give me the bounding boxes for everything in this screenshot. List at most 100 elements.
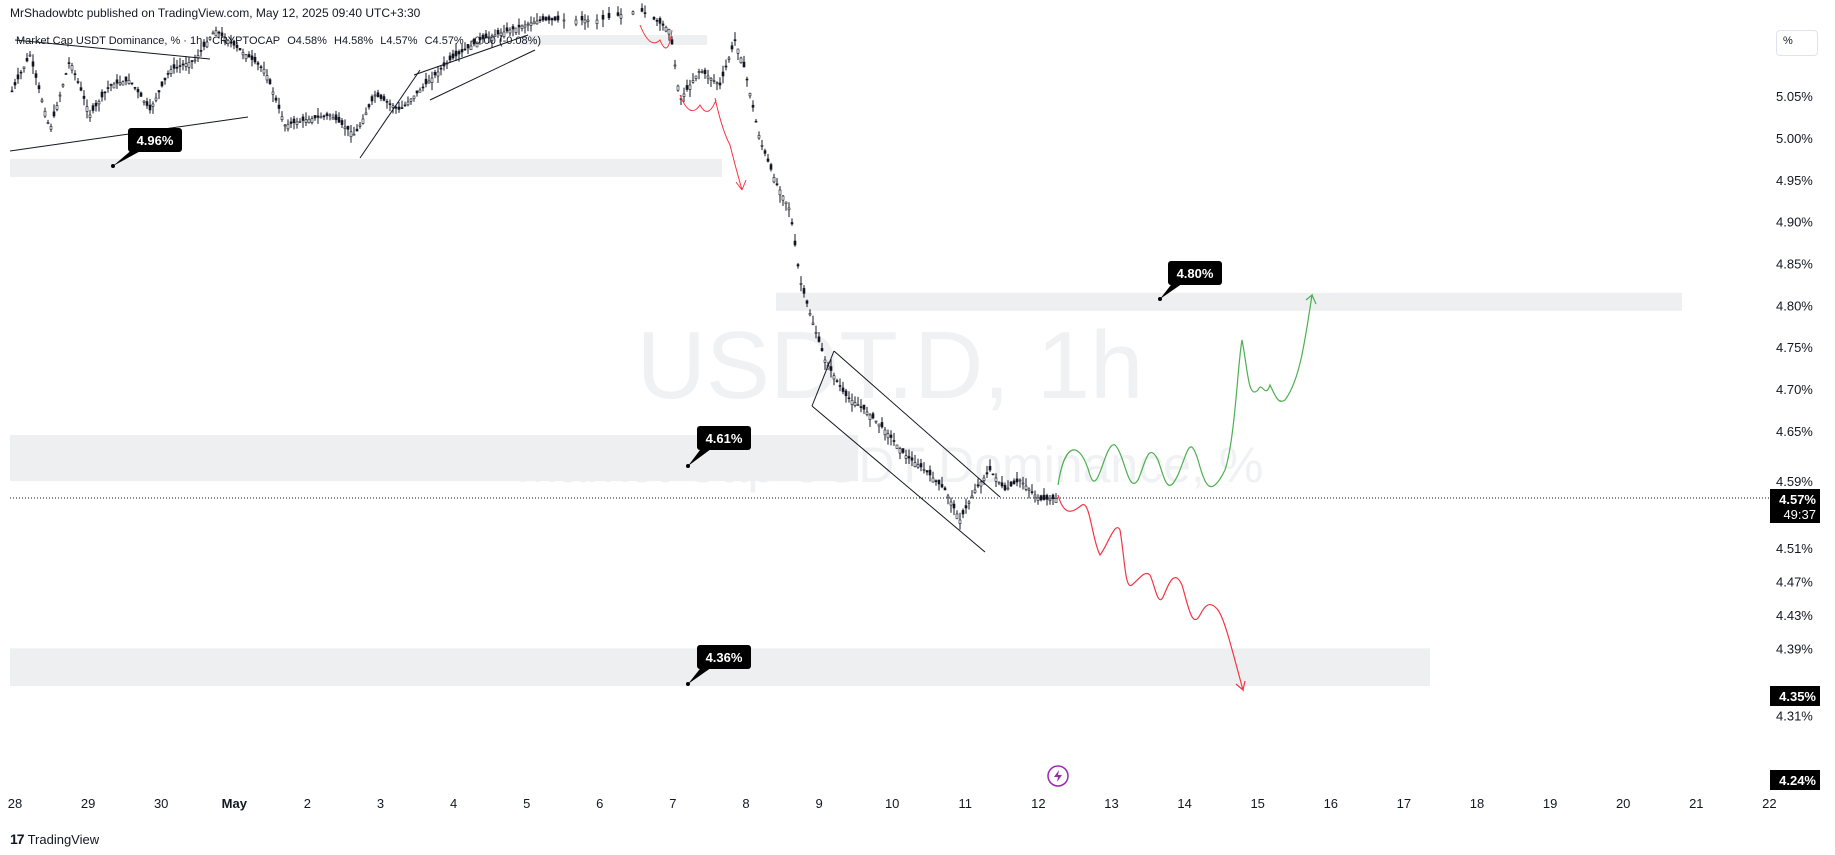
candle xyxy=(931,471,935,483)
trend-drawings xyxy=(9,24,1001,553)
x-tick-label: 6 xyxy=(596,796,603,811)
candle xyxy=(490,33,494,48)
symbol-legend[interactable]: Market Cap USDT Dominance, % · 1h · CRYP… xyxy=(16,35,542,47)
candle xyxy=(379,93,383,102)
candle xyxy=(79,81,83,92)
candle xyxy=(724,59,728,71)
candle xyxy=(715,81,719,91)
price-axis-tag: 4.57%49:37 xyxy=(1770,489,1820,523)
candle xyxy=(418,87,422,93)
legend-high: H4.58% xyxy=(334,35,374,47)
candle xyxy=(19,69,23,80)
candle xyxy=(190,59,194,69)
candle xyxy=(1042,488,1046,501)
candle xyxy=(91,103,95,114)
time-axis[interactable]: 28 29 30 May 2 3 4 5 6 7 8 9 10 11 12 13 14 15 16 17 18 19 20 2… xyxy=(8,796,1777,811)
candle xyxy=(1027,487,1031,499)
support-zone xyxy=(776,292,1682,311)
candle xyxy=(667,28,671,41)
candle xyxy=(460,43,464,58)
candle xyxy=(64,72,68,75)
y-tick-label: 4.51% xyxy=(1776,541,1813,556)
candle xyxy=(580,11,584,26)
candle xyxy=(550,17,554,26)
candle xyxy=(538,16,542,24)
candle xyxy=(145,97,149,109)
candle xyxy=(193,54,197,64)
candle xyxy=(70,62,74,74)
candle xyxy=(673,59,677,70)
candle xyxy=(139,91,143,97)
candle xyxy=(415,90,419,97)
legend-change: -0.00 (-0.08%) xyxy=(470,35,542,47)
candle xyxy=(313,115,317,121)
candle xyxy=(202,39,206,51)
candle xyxy=(703,67,707,79)
x-tick-label: 30 xyxy=(154,796,168,811)
candle xyxy=(607,7,611,20)
candle xyxy=(745,76,749,87)
candle xyxy=(514,27,518,36)
candle xyxy=(220,27,224,39)
candle xyxy=(163,77,167,85)
candle xyxy=(322,114,326,121)
percent-scale-button[interactable]: % xyxy=(1776,30,1818,56)
candle xyxy=(508,27,512,37)
candle xyxy=(781,195,785,206)
candle xyxy=(532,17,536,25)
candle xyxy=(1000,476,1004,489)
candle xyxy=(160,81,164,88)
candle xyxy=(1006,480,1010,491)
support-zone xyxy=(520,35,707,45)
candle xyxy=(52,104,56,118)
candle xyxy=(1054,493,1058,504)
footer-brand-text: TradingView xyxy=(27,831,100,847)
x-tick-label: 17 xyxy=(1397,796,1411,811)
candle xyxy=(670,36,674,45)
price-axis[interactable]: 5.05% 5.00% 4.95% 4.90% 4.85% 4.80% 4.75% 4.70%… xyxy=(1776,89,1813,723)
y-tick-label: 4.65% xyxy=(1776,424,1813,439)
candle xyxy=(238,48,242,51)
candle xyxy=(739,56,743,64)
candle xyxy=(640,3,644,13)
x-tick-label: 5 xyxy=(523,796,530,811)
legend-close: C4.57% xyxy=(424,35,464,47)
candle xyxy=(334,110,338,124)
candle xyxy=(958,512,962,530)
x-tick-label: 12 xyxy=(1031,796,1045,811)
bearish-projection xyxy=(1057,494,1246,692)
candle xyxy=(919,458,923,472)
candle xyxy=(325,111,329,120)
candle xyxy=(487,31,491,44)
candle xyxy=(31,54,35,75)
candle xyxy=(505,22,509,34)
price-axis-tag: 4.24% xyxy=(1770,770,1820,790)
candle xyxy=(979,480,983,494)
candle xyxy=(937,479,941,491)
candle xyxy=(259,64,263,72)
candle xyxy=(601,10,605,28)
candle xyxy=(793,234,797,247)
candle xyxy=(766,153,770,163)
candle xyxy=(442,56,446,71)
candle xyxy=(277,97,281,114)
candle xyxy=(10,86,14,93)
candle xyxy=(586,15,590,28)
candle xyxy=(166,70,170,79)
candle xyxy=(631,10,635,16)
footer-brand[interactable]: 17 TradingView xyxy=(10,831,99,847)
price-tag-countdown: 49:37 xyxy=(1783,507,1816,522)
candle xyxy=(658,16,662,31)
candle xyxy=(406,96,410,107)
candle xyxy=(469,40,473,50)
candle xyxy=(133,86,137,91)
candle xyxy=(178,57,182,74)
candle xyxy=(886,429,890,445)
candle xyxy=(1051,493,1055,506)
lightning-icon[interactable] xyxy=(1047,765,1069,787)
candle xyxy=(736,48,740,60)
watermark-symbol: USDT.D, 1h xyxy=(637,312,1144,419)
candle xyxy=(871,411,875,420)
y-tick-label: 4.39% xyxy=(1776,641,1813,656)
